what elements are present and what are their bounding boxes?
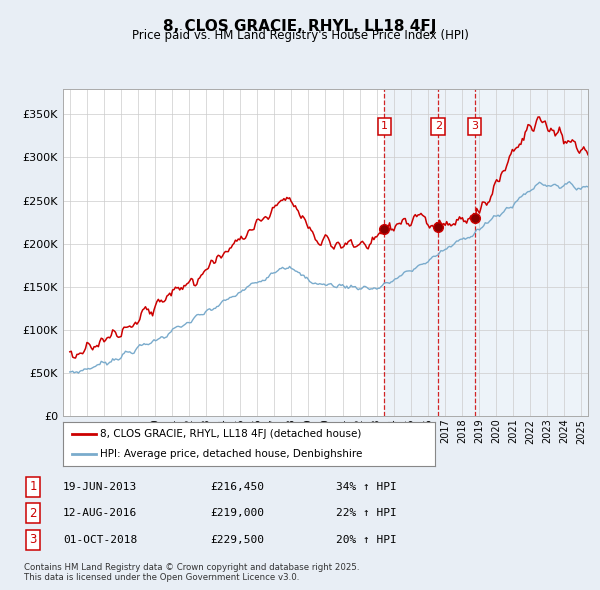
Text: HPI: Average price, detached house, Denbighshire: HPI: Average price, detached house, Denb… — [100, 449, 362, 459]
Text: 1: 1 — [29, 480, 37, 493]
Text: 1: 1 — [381, 122, 388, 132]
Bar — [385, 88, 600, 416]
Text: 2: 2 — [29, 507, 37, 520]
Text: 8, CLOS GRACIE, RHYL, LL18 4FJ: 8, CLOS GRACIE, RHYL, LL18 4FJ — [163, 19, 437, 34]
Text: 34% ↑ HPI: 34% ↑ HPI — [336, 482, 397, 491]
Text: £229,500: £229,500 — [210, 535, 264, 545]
Text: 3: 3 — [29, 533, 37, 546]
Text: £219,000: £219,000 — [210, 509, 264, 518]
Text: 8, CLOS GRACIE, RHYL, LL18 4FJ (detached house): 8, CLOS GRACIE, RHYL, LL18 4FJ (detached… — [100, 429, 362, 439]
Text: Contains HM Land Registry data © Crown copyright and database right 2025.
This d: Contains HM Land Registry data © Crown c… — [24, 563, 359, 582]
Text: Price paid vs. HM Land Registry's House Price Index (HPI): Price paid vs. HM Land Registry's House … — [131, 30, 469, 42]
Text: 12-AUG-2016: 12-AUG-2016 — [63, 509, 137, 518]
Text: 19-JUN-2013: 19-JUN-2013 — [63, 482, 137, 491]
Text: 20% ↑ HPI: 20% ↑ HPI — [336, 535, 397, 545]
Text: 2: 2 — [435, 122, 442, 132]
Text: £216,450: £216,450 — [210, 482, 264, 491]
Text: 01-OCT-2018: 01-OCT-2018 — [63, 535, 137, 545]
Text: 3: 3 — [471, 122, 478, 132]
Text: 22% ↑ HPI: 22% ↑ HPI — [336, 509, 397, 518]
